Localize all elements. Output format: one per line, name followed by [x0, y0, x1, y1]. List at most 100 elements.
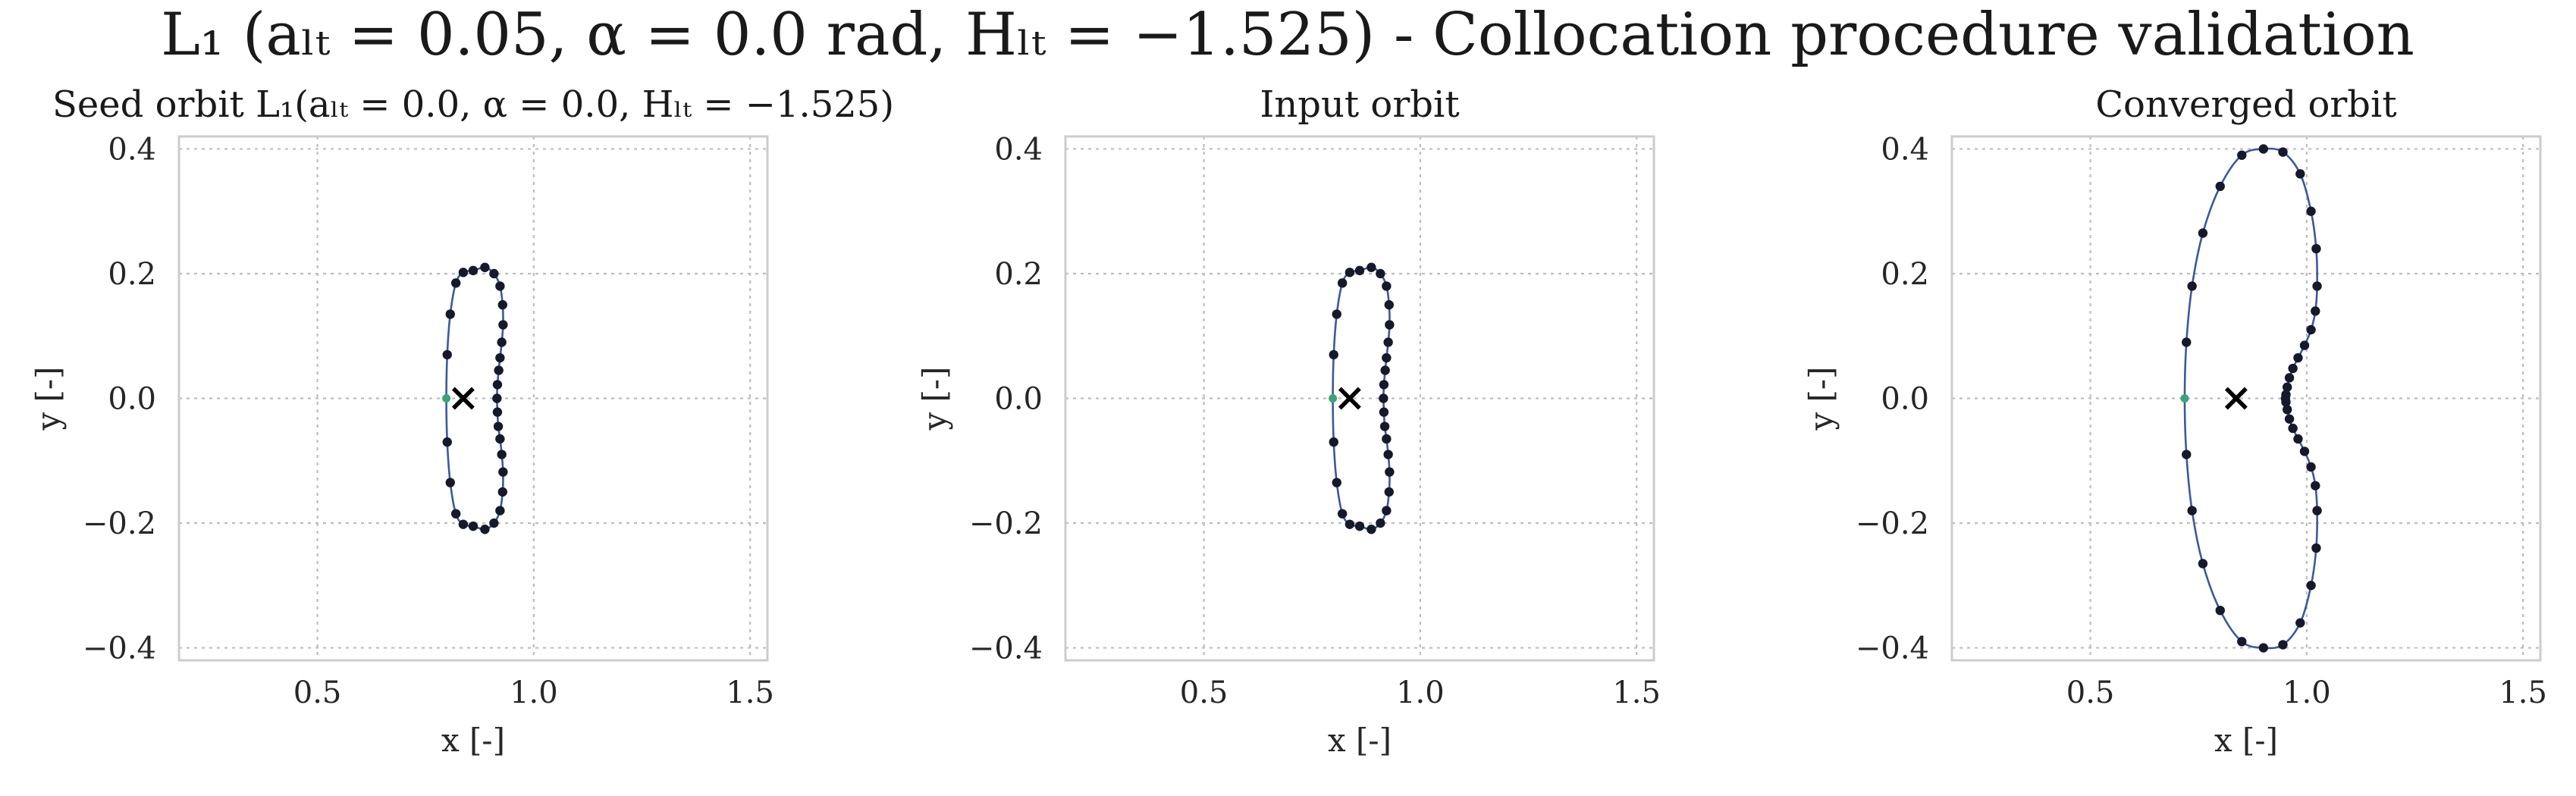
y-tick-label: 0.4 [1881, 132, 1929, 167]
collocation-node [2306, 206, 2316, 216]
collocation-node [1382, 434, 1392, 444]
collocation-node [450, 278, 461, 288]
panel-2: 0.5 1.0 1.5 −0.4 −0.2 0.0 0.2 0.4 x [-] y [-] Inpu… [916, 83, 1661, 759]
panel-1: 0.5 1.0 1.5 −0.4 −0.2 0.0 0.2 0.4 x [-] y [-] Seed… [30, 83, 894, 759]
x-axis-label: x [-] [2214, 722, 2278, 759]
collocation-node [1329, 349, 1338, 360]
collocation-node [495, 281, 505, 291]
collocation-node [492, 407, 503, 417]
collocation-node [2312, 281, 2322, 291]
marker-stroke [451, 387, 475, 410]
collocation-node [2187, 506, 2197, 516]
collocation-node [497, 337, 507, 347]
collocation-node [2306, 581, 2316, 591]
collocation-node [2283, 405, 2292, 415]
collocation-node [480, 262, 490, 272]
x-tick-label: 1.0 [510, 675, 558, 710]
collocation-node [1379, 407, 1389, 417]
y-tick-label: −0.2 [969, 506, 1043, 541]
collocation-node [495, 434, 505, 444]
collocation-node [2187, 281, 2197, 291]
collocation-node [442, 349, 452, 360]
collocation-node [2295, 169, 2305, 179]
libration-point-marker [2224, 387, 2248, 410]
collocation-node [1366, 525, 1376, 534]
collocation-node [489, 518, 499, 528]
collocation-node [2306, 324, 2316, 335]
x-tick-label: 0.5 [1180, 675, 1228, 710]
collocation-node [2312, 506, 2322, 516]
collocation-node [2293, 434, 2303, 444]
libration-point-marker [1338, 387, 1361, 410]
collocation-node [2182, 337, 2192, 347]
collocation-node [2284, 373, 2295, 383]
collocation-node [2215, 181, 2225, 192]
collocation-node [450, 509, 461, 519]
collocation-node [489, 268, 499, 279]
collocation-node [495, 506, 505, 516]
collocation-node [1337, 509, 1348, 519]
collocation-node [1366, 262, 1376, 272]
collocation-node [1383, 337, 1393, 347]
y-tick-label: 0.4 [108, 132, 156, 167]
collocation-node [445, 309, 455, 319]
collocation-node [2311, 306, 2320, 316]
collocation-node [1354, 521, 1365, 531]
collocation-node [2311, 543, 2321, 553]
collocation-node [2278, 147, 2288, 157]
collocation-node [1344, 268, 1355, 277]
x-axis-label: x [-] [1328, 722, 1392, 759]
collocation-node [2288, 423, 2298, 434]
plot-frame [1064, 135, 1655, 662]
collocation-node [497, 299, 507, 310]
x-tick-label: 0.5 [293, 675, 342, 710]
y-tick-label: 0.0 [108, 382, 156, 417]
collocation-node [468, 521, 478, 531]
collocation-node [1384, 299, 1395, 310]
libration-point-marker [451, 387, 475, 410]
x-tick-label: 1.5 [1612, 675, 1661, 710]
collocation-node [445, 478, 455, 487]
y-tick-label: 0.0 [1881, 382, 1929, 417]
y-tick-label: 0.2 [1881, 257, 1929, 292]
collocation-node [495, 353, 505, 363]
collocation-node [1382, 353, 1392, 363]
collocation-node [492, 393, 502, 403]
collocation-node [1383, 450, 1393, 459]
collocation-node [2283, 382, 2292, 392]
collocation-node [1382, 281, 1392, 291]
panel-3: 0.5 1.0 1.5 −0.4 −0.2 0.0 0.2 0.4 x [-] y [-] Conv… [1803, 83, 2547, 759]
y-tick-label: −0.4 [969, 631, 1043, 666]
collocation-node [1385, 467, 1395, 477]
collocation-node [1379, 422, 1390, 431]
plot-frame [1950, 135, 2542, 662]
y-tick-label: 0.2 [994, 257, 1043, 292]
marker-stroke [2224, 387, 2248, 410]
collocation-node [2198, 228, 2208, 238]
figure-suptitle: L₁ (aₗₜ = 0.05, α = 0.0 rad, Hₗₜ = −1.52… [161, 1, 2414, 69]
x-tick-label: 1.0 [2283, 675, 2331, 710]
collocation-node [1376, 268, 1385, 279]
collocation-node [468, 265, 478, 276]
collocation-node [494, 365, 504, 375]
collocation-node [2258, 144, 2269, 154]
collocation-node [2182, 450, 2192, 459]
start-point [2180, 394, 2189, 403]
panel-title: Seed orbit L₁(aₗₜ = 0.0, α = 0.0, Hₗₜ = … [52, 83, 894, 126]
y-tick-label: −0.4 [1856, 631, 1929, 666]
collocation-node [458, 519, 469, 529]
y-tick-label: 0.0 [994, 382, 1043, 417]
collocation-node [1329, 437, 1338, 447]
y-tick-label: −0.4 [83, 631, 156, 666]
collocation-node [1332, 478, 1341, 487]
collocation-node [2198, 559, 2208, 569]
collocation-node [458, 268, 469, 277]
collocation-node [1379, 380, 1389, 390]
x-tick-label: 0.5 [2066, 675, 2115, 710]
plot-frame [177, 135, 769, 662]
start-point [442, 394, 451, 403]
x-tick-label: 1.0 [1396, 675, 1445, 710]
collocation-node [2299, 447, 2310, 456]
y-axis-label: y [-] [1803, 366, 1840, 431]
